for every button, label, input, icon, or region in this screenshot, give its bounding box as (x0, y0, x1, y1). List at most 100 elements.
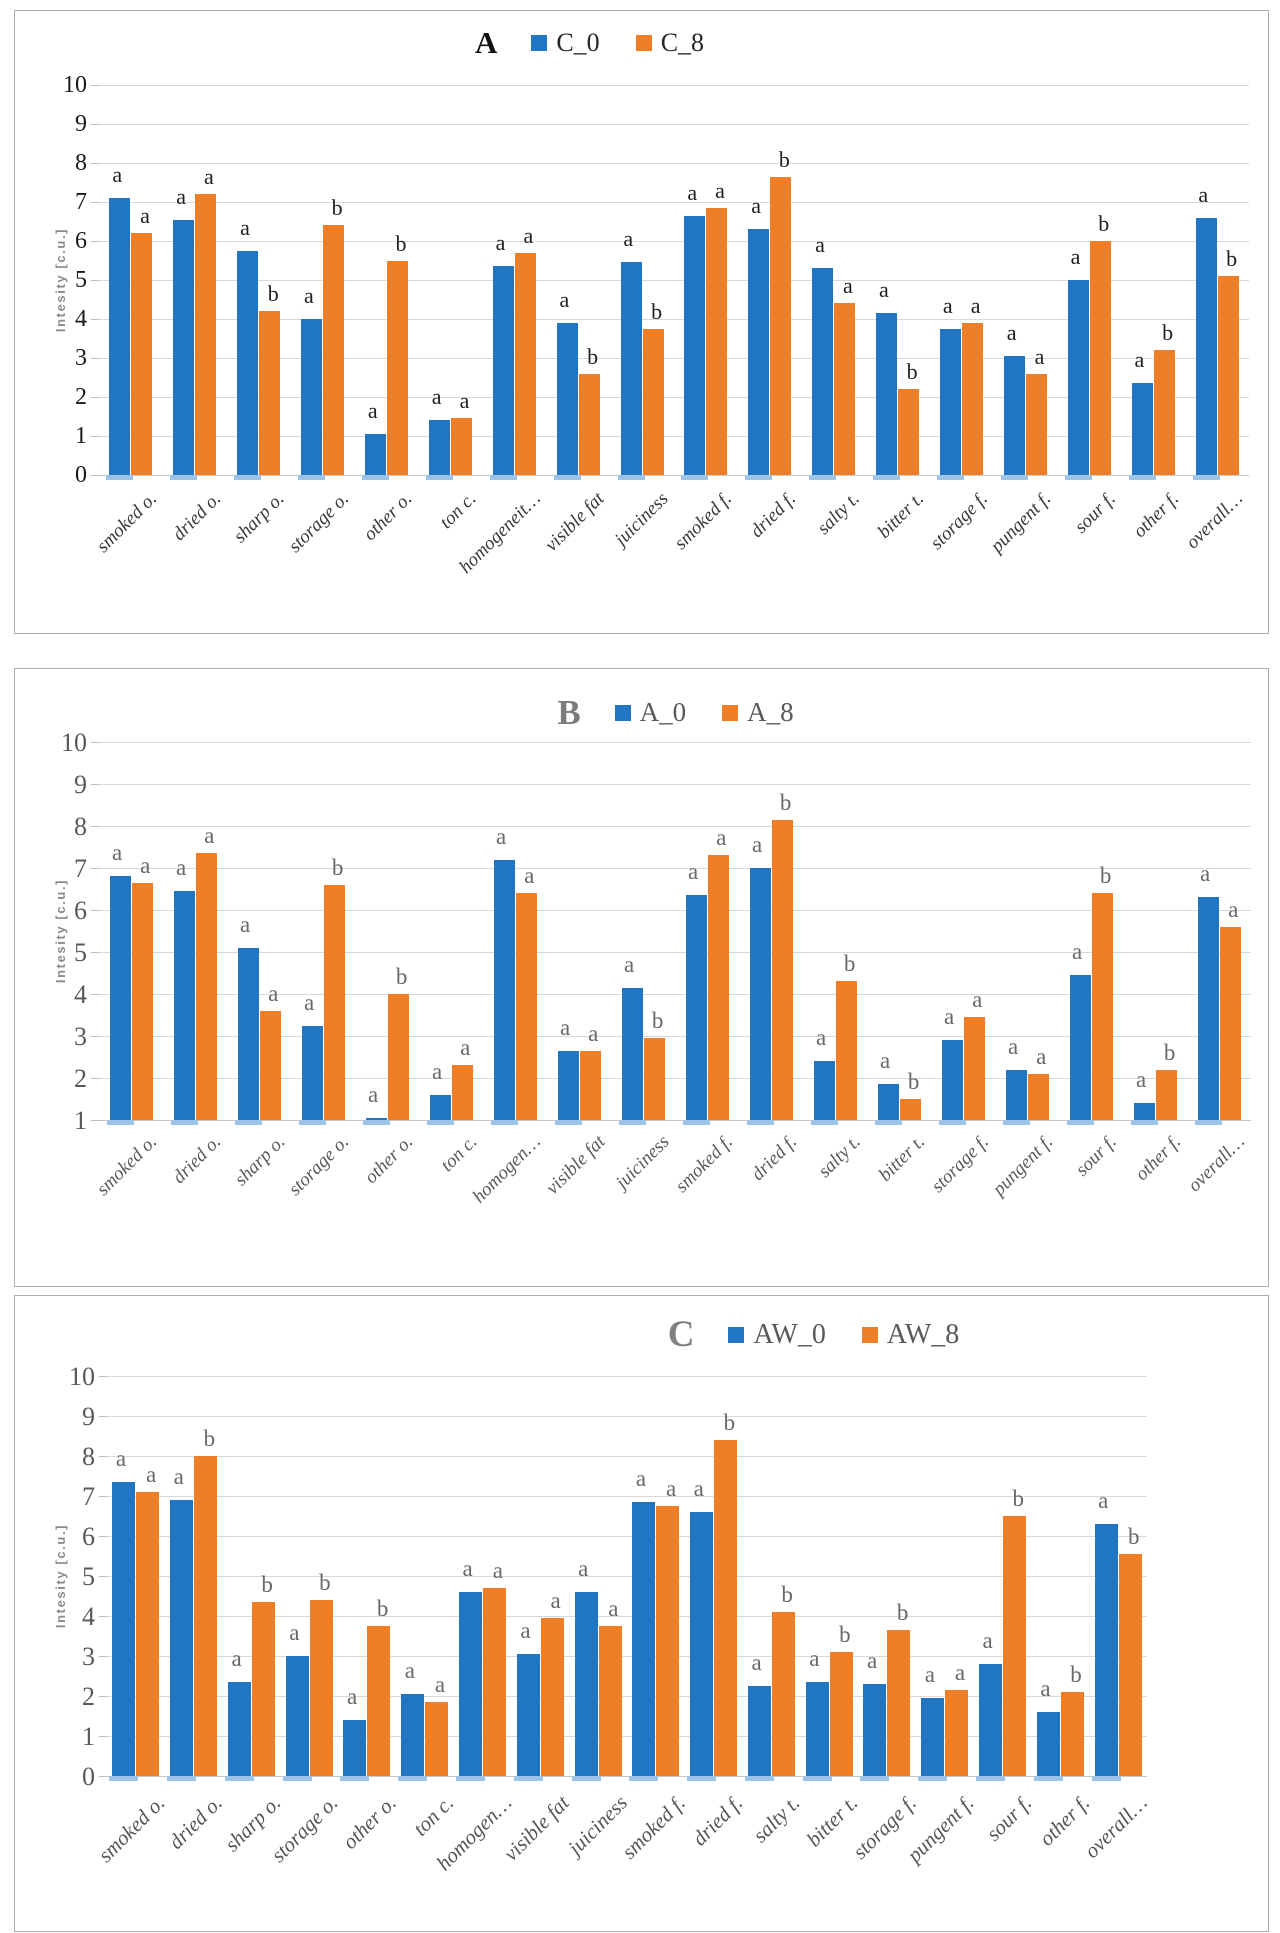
x-axis-label: ton c. (408, 1790, 459, 1841)
x-axis-label: pungent f. (986, 488, 1056, 557)
significance-letter: a (140, 852, 151, 878)
y-axis-tick-label: 8 (75, 150, 87, 176)
bar-group: a b storage o. (284, 85, 355, 557)
bar-C_8: a (514, 224, 536, 475)
bar-group: a b other f. (1123, 742, 1187, 1185)
bar-C_8: b (578, 345, 600, 475)
bar-base-shadow (456, 1776, 486, 1781)
bar-group: a b overall… (1182, 85, 1249, 553)
x-axis-label: overall… (1182, 488, 1248, 554)
significance-letter: a (112, 162, 123, 188)
significance-letter: a (368, 1081, 379, 1107)
bar-group: a b sour f. (1057, 85, 1121, 537)
significance-letter: a (303, 283, 314, 308)
bar-AW_8: a (425, 1673, 449, 1776)
bar-base-shadow (873, 475, 901, 480)
y-axis-tick (91, 319, 99, 320)
significance-letter: a (716, 825, 727, 851)
bar-group: a b other o. (355, 85, 419, 545)
x-axis-label: dried f. (687, 1790, 748, 1851)
bar-group: a a ton c. (419, 742, 483, 1176)
y-axis-tick (99, 1376, 107, 1377)
x-axis-label: overall… (1079, 1790, 1152, 1863)
chart-b-header: B A_0 A_8 (49, 695, 1280, 730)
x-axis-label: salty t. (813, 488, 864, 539)
bar-group: a b dried f. (738, 85, 802, 542)
y-axis-tick (91, 241, 99, 242)
significance-letter: a (268, 980, 279, 1006)
bar-AW_8: b (887, 1601, 911, 1776)
bar-AW_8: b (1060, 1663, 1084, 1776)
legend-swatch-a0 (614, 704, 631, 721)
bar-AW_8: a (540, 1589, 564, 1776)
bar-A_0: a (1002, 1035, 1030, 1125)
significance-letter: a (434, 1672, 446, 1697)
bar-base-shadow (810, 1120, 838, 1125)
bar-base-shadow (629, 1776, 659, 1781)
significance-letter: a (693, 1476, 704, 1501)
bar-base-shadow (938, 1120, 966, 1125)
x-axis-label: sour f. (981, 1790, 1037, 1846)
bar-C_8: b (898, 361, 920, 475)
bar-C_0: a (234, 216, 262, 480)
bar-A_8: b (899, 1070, 921, 1120)
bar-base-shadow (1091, 1776, 1121, 1781)
bar-AW_0: a (744, 1651, 774, 1781)
significance-letter: a (140, 203, 150, 229)
x-axis-label: sharp o. (230, 1131, 290, 1191)
bar-base-shadow (976, 1776, 1006, 1781)
plot-area-b: 10 9 8 7 6 5 4 3 2 1 a a smoked o. a a dried o. a a sharp … (61, 730, 1251, 1207)
significance-letter: a (1034, 343, 1045, 369)
x-axis-label: visible fat (540, 488, 609, 556)
bar-group: a b dried f. (685, 1376, 747, 1850)
bar-base-shadow (167, 1776, 197, 1781)
bar-C_0: a (745, 195, 773, 480)
legend-label-aw8: AW_8 (886, 1318, 960, 1350)
significance-letter: b (1128, 1524, 1140, 1549)
significance-letter: a (520, 1618, 531, 1643)
bar-group: a a storage f. (928, 742, 995, 1197)
significance-letter: a (1134, 347, 1145, 373)
y-axis-tick (99, 1496, 107, 1497)
significance-letter: a (588, 1020, 599, 1046)
y-axis-tick (91, 280, 99, 281)
bar-base-shadow (170, 475, 198, 480)
bar-base-shadow (1130, 1120, 1158, 1125)
bar-group: a a visible fat (542, 742, 611, 1199)
significance-letter: b (723, 1410, 736, 1435)
significance-letter: a (809, 1646, 820, 1671)
bar-C_8: a (1025, 345, 1047, 475)
bar-AW_8: b (714, 1411, 738, 1776)
bar-base-shadow (1000, 475, 1028, 480)
significance-letter: b (1226, 246, 1238, 272)
significance-letter: a (1198, 181, 1209, 207)
y-axis-tick-label: 0 (82, 1762, 95, 1791)
bar-C_8: b (1089, 213, 1111, 475)
significance-letter: a (240, 911, 251, 937)
bar-AW_0: a (571, 1557, 601, 1781)
y-axis-tick-label: 7 (82, 1482, 95, 1511)
chart-b-title: B (557, 693, 581, 732)
bar-A_0: a (874, 1049, 902, 1125)
legend-item-aw8: AW_8 (861, 1318, 960, 1351)
x-axis-label: storage f. (926, 488, 992, 554)
significance-letter: a (666, 1476, 677, 1501)
significance-letter: b (261, 1572, 273, 1597)
bar-base-shadow (489, 475, 517, 480)
bar-C_0: a (489, 232, 517, 480)
bar-AW_0: a (629, 1467, 659, 1781)
significance-letter: b (906, 359, 918, 385)
